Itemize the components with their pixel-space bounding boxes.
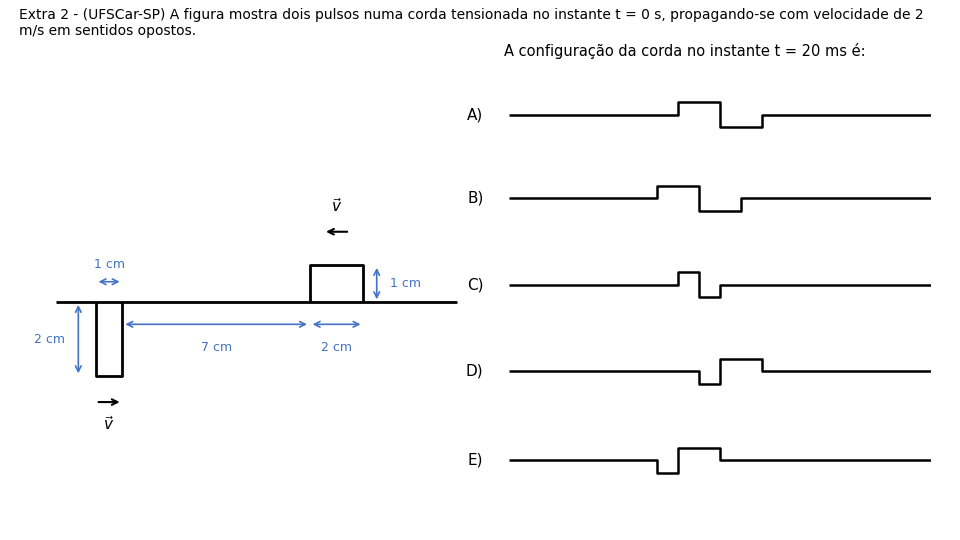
Text: A): A) <box>468 107 484 122</box>
Text: E): E) <box>468 453 484 468</box>
Text: C): C) <box>467 278 484 292</box>
Text: 1 cm: 1 cm <box>93 258 125 271</box>
Text: D): D) <box>466 364 484 379</box>
Text: 2 cm: 2 cm <box>321 341 352 354</box>
Text: Extra 2 - (UFSCar-SP) A figura mostra dois pulsos numa corda tensionada no insta: Extra 2 - (UFSCar-SP) A figura mostra do… <box>19 8 924 38</box>
Text: 7 cm: 7 cm <box>201 341 231 354</box>
Text: $\vec{v}$: $\vec{v}$ <box>104 415 114 433</box>
Text: $\vec{v}$: $\vec{v}$ <box>331 197 342 215</box>
Text: B): B) <box>468 191 484 206</box>
Text: 1 cm: 1 cm <box>390 277 421 290</box>
Text: 2 cm: 2 cm <box>34 333 65 346</box>
Text: A configuração da corda no instante t = 20 ms é:: A configuração da corda no instante t = … <box>504 43 866 59</box>
